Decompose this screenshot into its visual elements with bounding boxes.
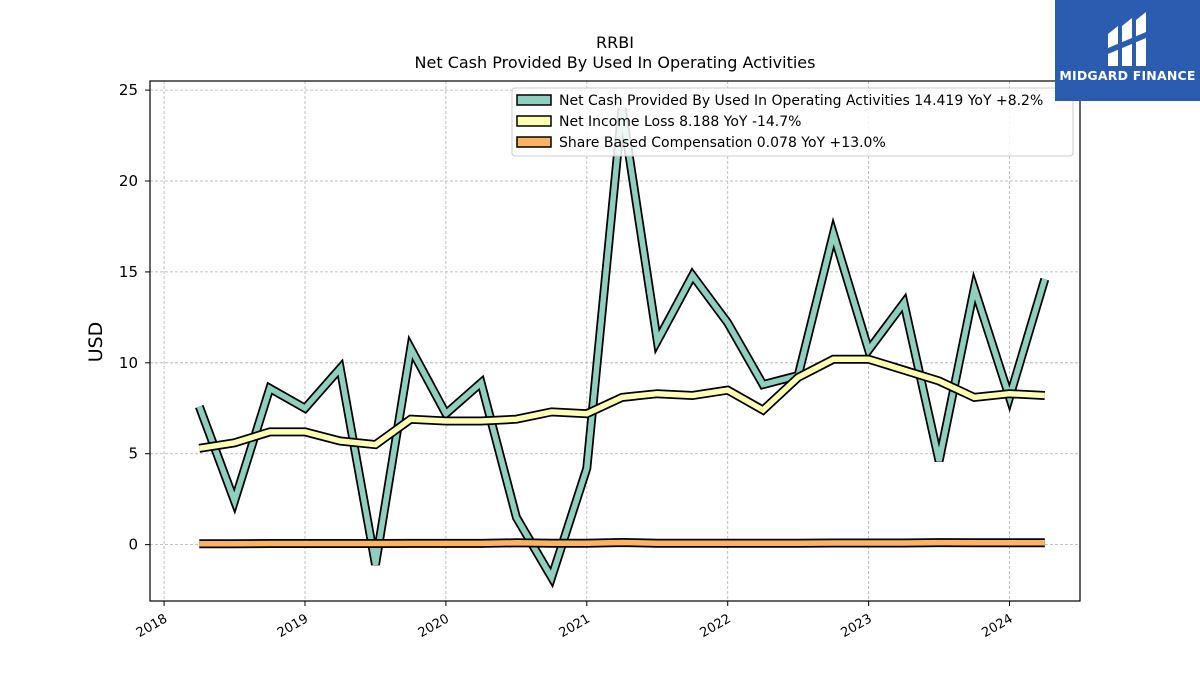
series-lines xyxy=(195,107,1050,589)
brand-logo: MIDGARD FINANCE xyxy=(1055,0,1200,101)
series-line-net-income-loss xyxy=(198,356,1045,452)
legend-box xyxy=(511,87,1074,157)
y-tick-label: 25 xyxy=(119,81,138,99)
chart-title: RRBI xyxy=(596,33,634,52)
x-axis: 2018 2019 2020 2021 2022 2023 2024 xyxy=(134,601,1016,641)
chart-subtitle: Net Cash Provided By Used In Operating A… xyxy=(415,53,816,72)
midgard-logo-icon xyxy=(1108,12,1146,66)
logo-text: MIDGARD FINANCE xyxy=(1059,68,1196,83)
x-tick-label: 2023 xyxy=(838,611,874,641)
series-outline-net-cash-provided-by-used-in-operating-activities xyxy=(195,107,1050,589)
plot-frame xyxy=(149,80,1081,602)
x-tick-label: 2020 xyxy=(416,611,452,641)
x-tick-label: 2019 xyxy=(275,611,311,641)
y-tick-label: 0 xyxy=(128,536,138,554)
series-line-share-based-compensation xyxy=(199,539,1045,547)
y-axis-label: USD xyxy=(85,322,107,363)
legend-entry: Net Income Loss 8.188 YoY -14.7% xyxy=(559,114,801,130)
legend-entry: Share Based Compensation 0.078 YoY +13.0… xyxy=(559,135,886,151)
y-tick-label: 10 xyxy=(119,354,138,372)
y-tick-label: 15 xyxy=(119,263,138,281)
y-tick-label: 5 xyxy=(128,445,138,463)
legend: Net Cash Provided By Used In Operating A… xyxy=(511,87,1074,157)
x-tick-label: 2024 xyxy=(979,611,1015,641)
legend-entry: Net Cash Provided By Used In Operating A… xyxy=(559,93,1043,109)
legend-swatch xyxy=(516,115,552,127)
legend-swatch xyxy=(516,94,552,106)
x-tick-label: 2022 xyxy=(698,611,734,641)
x-tick-label: 2018 xyxy=(134,611,170,641)
series-line-net-cash-provided-by-used-in-operating-activities xyxy=(196,107,1048,585)
x-tick-label: 2021 xyxy=(557,611,593,641)
legend-swatch xyxy=(516,136,552,148)
y-tick-label: 20 xyxy=(119,172,138,190)
y-axis: 0 5 10 15 20 25 xyxy=(119,81,150,554)
